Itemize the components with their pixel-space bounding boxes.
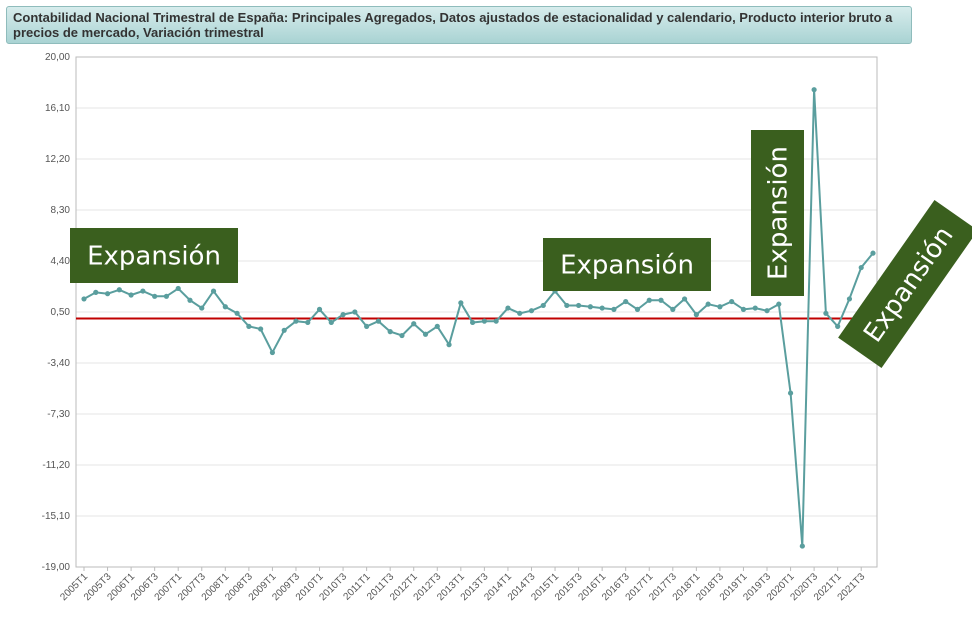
data-point <box>658 297 664 303</box>
data-point <box>140 288 146 294</box>
data-point <box>729 298 735 305</box>
data-point <box>858 264 864 271</box>
data-point <box>493 318 499 324</box>
x-axis-ticks: 2005T12005T32006T12006T32007T12007T32008… <box>58 567 868 603</box>
expansion-annotation: Expansión <box>751 130 804 296</box>
series-group <box>81 87 876 549</box>
data-point <box>305 319 311 326</box>
data-point <box>505 305 511 311</box>
data-point <box>776 301 782 307</box>
data-point <box>611 306 617 312</box>
data-point <box>411 321 417 327</box>
y-tick-label: 4,40 <box>51 256 71 267</box>
expansion-annotation: Expansión <box>838 199 972 369</box>
data-point <box>352 309 358 315</box>
data-point <box>340 312 346 318</box>
annotation-box <box>751 130 804 296</box>
data-point <box>517 310 523 316</box>
data-point <box>705 301 711 307</box>
data-point <box>293 318 299 324</box>
data-point <box>799 543 805 549</box>
annotation-box <box>838 199 972 369</box>
expansion-annotation: Expansión <box>543 238 711 291</box>
data-point <box>634 306 641 312</box>
data-point <box>175 285 181 292</box>
data-point <box>328 319 334 326</box>
data-point <box>823 310 829 316</box>
data-point <box>599 305 605 311</box>
data-point <box>481 318 487 324</box>
data-point <box>446 342 452 348</box>
data-point <box>458 300 464 306</box>
data-point <box>93 289 99 295</box>
data-point <box>740 306 747 312</box>
y-tick-label: -11,20 <box>42 460 70 471</box>
data-point <box>846 296 853 302</box>
data-point <box>281 327 287 333</box>
data-point <box>434 323 440 329</box>
data-point <box>128 292 134 298</box>
data-point <box>187 297 193 303</box>
data-point <box>81 296 87 302</box>
data-point <box>387 329 393 335</box>
data-point <box>646 297 652 303</box>
data-point <box>764 308 770 314</box>
data-point <box>575 302 582 309</box>
data-point <box>258 326 264 332</box>
data-point <box>623 298 629 305</box>
data-point <box>587 304 593 310</box>
data-point <box>787 390 794 396</box>
annotation-label: Expansión <box>87 242 221 272</box>
y-tick-label: 8,30 <box>51 205 71 216</box>
y-tick-label: 12,20 <box>45 154 70 165</box>
y-tick-label: -19,00 <box>42 562 71 573</box>
data-point <box>528 308 535 314</box>
data-point <box>199 305 205 311</box>
data-point <box>752 305 758 311</box>
y-tick-label: 16,10 <box>45 103 70 114</box>
y-tick-label: 20,00 <box>45 52 70 63</box>
data-point <box>693 312 699 318</box>
data-point <box>269 349 276 356</box>
data-point <box>870 250 876 256</box>
chart-title: Contabilidad Nacional Trimestral de Espa… <box>6 6 912 44</box>
annotations-group: Expansión Expansión Expansión Expansión <box>70 130 972 369</box>
y-axis-ticks: 20,00 16,10 12,20 8,30 4,40 0,50 -3,40 -7,30 -11… <box>42 52 71 573</box>
data-point <box>670 306 676 312</box>
annotation-label: Expansión <box>764 146 794 280</box>
data-point <box>835 323 841 329</box>
annotation-box <box>543 238 711 291</box>
y-tick-label: -15,10 <box>42 511 71 522</box>
data-point <box>104 291 111 297</box>
data-point <box>116 287 122 293</box>
annotation-box <box>70 228 238 283</box>
data-point <box>717 304 723 310</box>
data-point <box>210 288 217 294</box>
expansion-annotation: Expansión <box>70 228 238 283</box>
data-point <box>246 323 252 329</box>
data-point <box>152 293 158 299</box>
data-point <box>540 302 546 309</box>
data-point <box>163 293 170 299</box>
data-point <box>364 323 370 329</box>
data-point <box>681 296 688 302</box>
y-tick-label: 0,50 <box>51 307 71 318</box>
data-point <box>234 310 240 316</box>
data-point <box>564 302 570 309</box>
data-point <box>316 306 323 312</box>
data-point <box>422 331 429 337</box>
data-point <box>470 319 476 326</box>
y-tick-label: -3,40 <box>47 358 70 369</box>
data-point <box>399 332 405 339</box>
data-point <box>811 87 817 93</box>
data-point <box>375 318 382 324</box>
data-point <box>222 304 228 310</box>
annotation-label: Expansión <box>560 251 694 281</box>
y-tick-label: -7,30 <box>47 409 70 420</box>
